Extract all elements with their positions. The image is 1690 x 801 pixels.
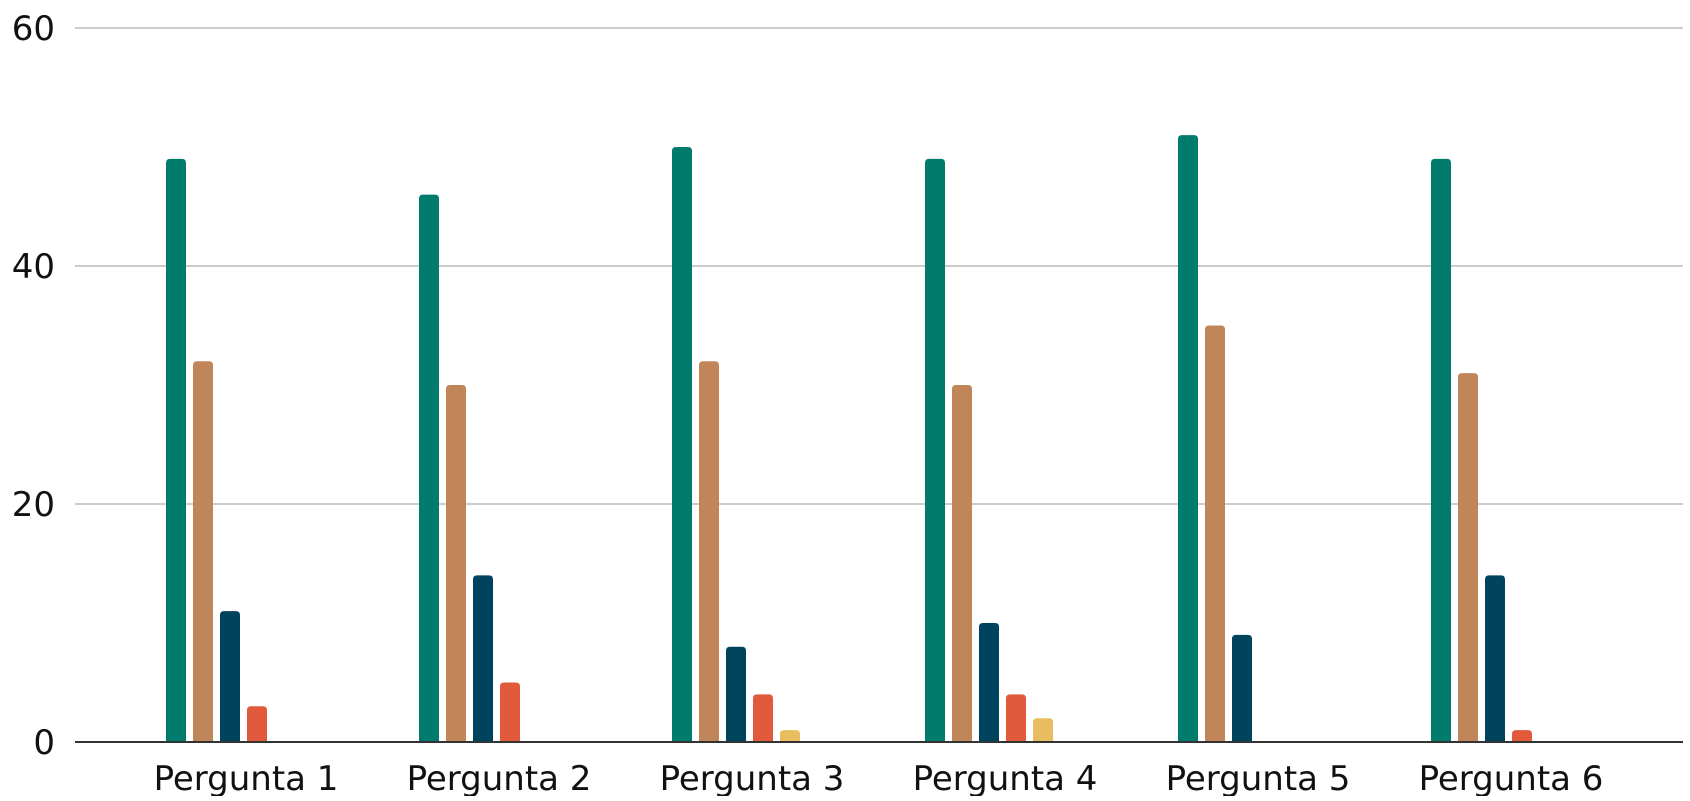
y-tick-label: 20 xyxy=(12,485,55,525)
x-tick-label: Pergunta 5 xyxy=(1166,759,1351,796)
x-tick-label: Pergunta 1 xyxy=(154,759,339,796)
bar xyxy=(1205,325,1225,742)
y-axis-tick-labels: 0 20 40 60 xyxy=(12,9,55,763)
bar xyxy=(979,623,999,742)
bar xyxy=(220,611,240,742)
bar xyxy=(753,694,773,742)
y-tick-label: 60 xyxy=(12,9,55,49)
x-tick-label: Pergunta 6 xyxy=(1419,759,1604,796)
x-tick-label: Pergunta 2 xyxy=(407,759,592,796)
y-tick-label: 0 xyxy=(33,723,55,763)
bar xyxy=(473,575,493,742)
bar xyxy=(1458,373,1478,742)
x-axis-tick-labels: Pergunta 1 Pergunta 2 Pergunta 3 Pergunta 4… xyxy=(154,759,1604,799)
x-tick-label: Pergunta 3 xyxy=(660,759,845,796)
bar xyxy=(699,361,719,742)
bar xyxy=(925,158,945,742)
bar xyxy=(1033,718,1053,742)
bar xyxy=(166,158,186,742)
bar xyxy=(1431,158,1451,742)
bar xyxy=(247,706,267,742)
bar xyxy=(726,646,746,742)
bar xyxy=(1006,694,1026,742)
bars xyxy=(166,135,1532,743)
bar xyxy=(780,730,800,742)
y-tick-label: 40 xyxy=(12,247,55,287)
bar xyxy=(1232,634,1252,742)
bar xyxy=(1485,575,1505,742)
bar xyxy=(446,385,466,742)
bar xyxy=(1512,730,1532,742)
bar xyxy=(672,147,692,742)
x-tick-label: Pergunta 4 xyxy=(913,759,1098,796)
bar xyxy=(952,385,972,742)
bar xyxy=(419,194,439,743)
bar xyxy=(1178,135,1198,743)
bar xyxy=(500,682,520,742)
gridlines xyxy=(75,27,1683,505)
bar xyxy=(193,361,213,742)
